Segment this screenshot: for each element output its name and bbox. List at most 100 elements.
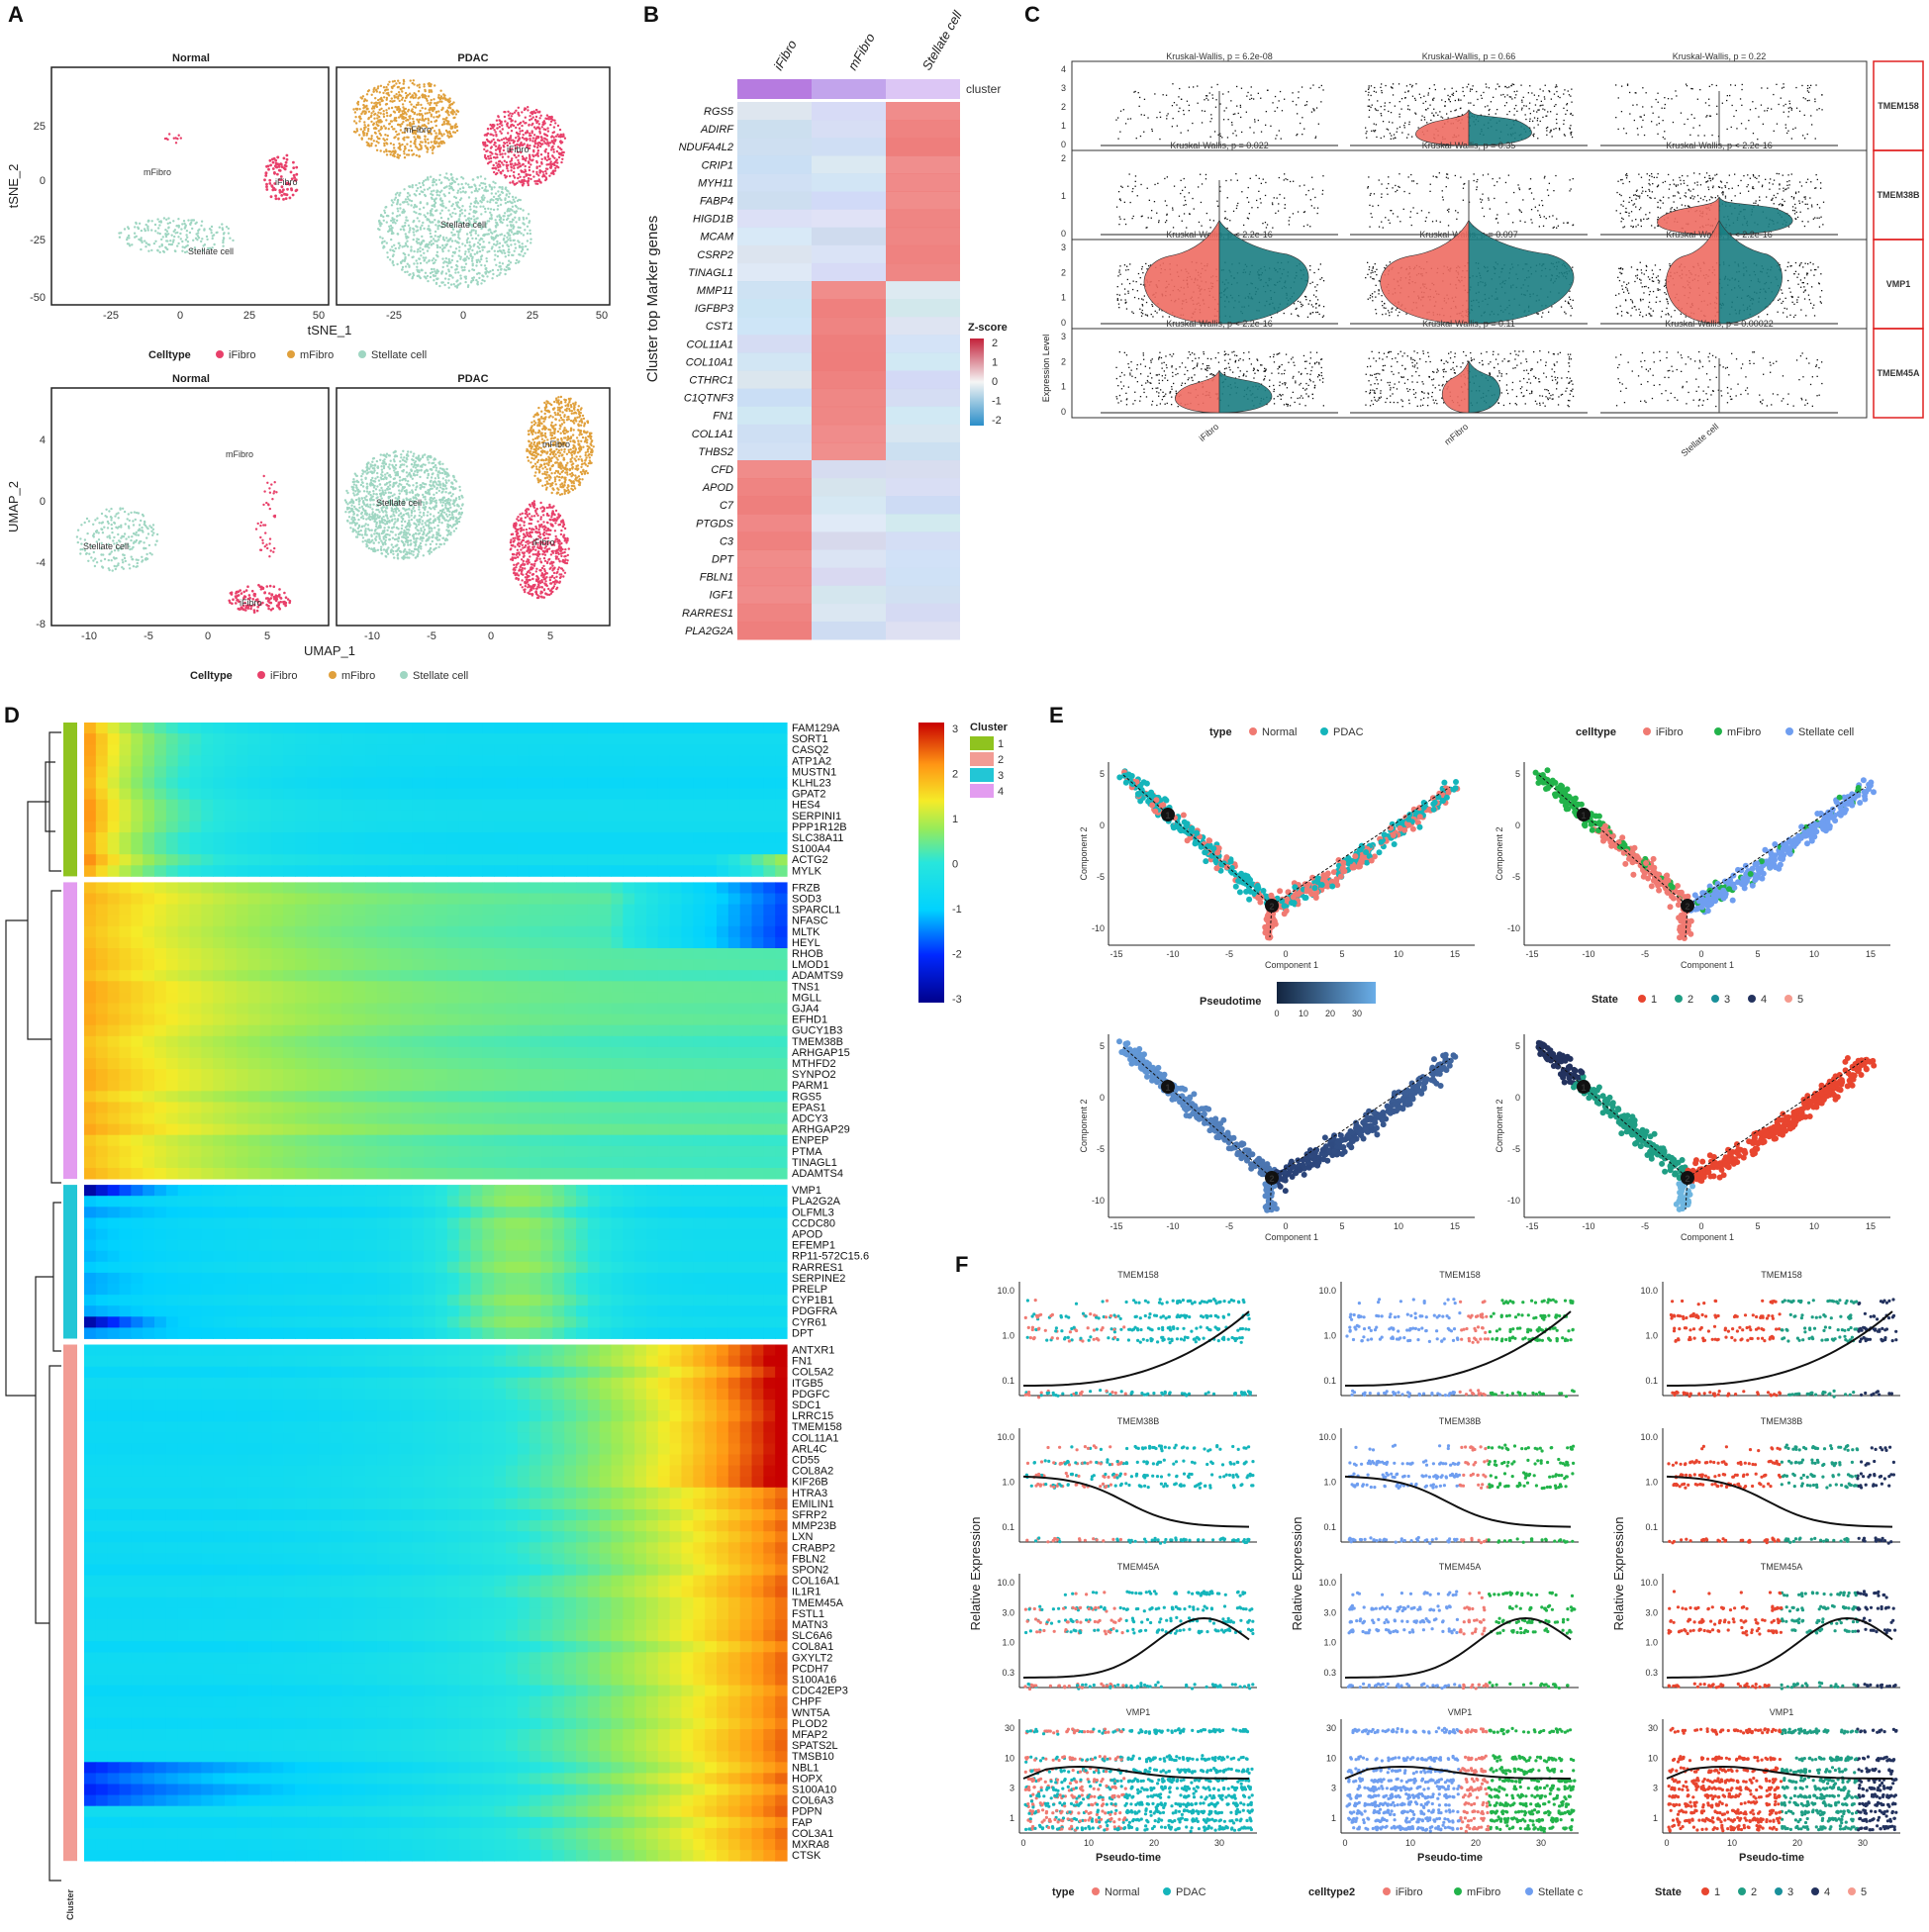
umap-n-point-ifibro xyxy=(255,528,257,530)
tsne-p-point-mfibro xyxy=(380,129,382,131)
umap-n-point-ifibro xyxy=(268,487,270,489)
tsne-p-point-mfibro xyxy=(373,123,375,125)
tsne-p-point-mfibro xyxy=(393,146,395,148)
tsne-p-point-stellate xyxy=(489,212,491,214)
tsne-p-point-ifibro xyxy=(507,111,509,113)
tsne-p-point-stellate xyxy=(498,246,500,248)
tsne-p-point-stellate xyxy=(481,187,483,189)
tsne-n-point-ifibro xyxy=(283,157,286,160)
tsne-p-point-ifibro xyxy=(498,169,500,171)
tsne-p-point-mfibro xyxy=(410,145,412,146)
umap-n-point-ifibro xyxy=(260,549,262,551)
tsne-p-point-ifibro xyxy=(518,154,520,156)
tsne-p-point-stellate xyxy=(453,283,455,285)
tsne-p-point-ifibro xyxy=(557,166,559,168)
tsne-p-point-stellate xyxy=(495,192,497,194)
umap-n-point-stellate xyxy=(86,552,88,554)
tsne-p-point-ifibro xyxy=(529,166,530,168)
tsne-p-point-stellate xyxy=(458,231,460,233)
tsne-p-point-mfibro xyxy=(364,112,366,114)
tsne-p-point-stellate xyxy=(392,255,394,257)
tsne-p-point-stellate xyxy=(392,249,394,251)
tsne-p-point-stellate xyxy=(485,257,487,259)
tsne-p-point-stellate xyxy=(511,202,513,204)
tsne-pdac-points xyxy=(352,79,566,289)
tsne-n-point-stellate xyxy=(228,233,230,235)
tsne-n-point-stellate xyxy=(165,240,167,242)
umap-n-point-stellate xyxy=(140,540,142,542)
tsne-n-point-ifibro xyxy=(268,182,271,185)
tsne-p-point-ifibro xyxy=(542,174,544,176)
tsne-n-point-stellate xyxy=(172,239,174,241)
tsne-p-point-stellate xyxy=(402,245,404,247)
tsne-p-point-ifibro xyxy=(542,124,544,126)
tsne-p-point-stellate xyxy=(461,269,463,271)
tsne-p-point-mfibro xyxy=(379,91,381,93)
umap-n-point-stellate xyxy=(145,536,147,538)
tsne-p-point-stellate xyxy=(463,257,465,259)
umap-n-point-stellate xyxy=(114,515,116,517)
tsne-p-point-stellate xyxy=(386,251,388,253)
tsne-n-point-ifibro xyxy=(168,133,170,135)
tsne-p-point-stellate xyxy=(416,226,418,228)
tsne-p-point-stellate xyxy=(491,277,493,279)
tsne-p-point-ifibro xyxy=(523,179,525,181)
tsne-n-point-stellate xyxy=(154,241,156,242)
tsne-p-point-mfibro xyxy=(354,116,356,118)
tsne-p-point-mfibro xyxy=(385,119,387,121)
tsne-p-point-stellate xyxy=(431,268,433,270)
tsne-p-point-ifibro xyxy=(550,136,552,138)
tsne-p-point-stellate xyxy=(499,272,501,274)
tsne-p-point-mfibro xyxy=(415,139,417,141)
tsne-p-point-ifibro xyxy=(531,140,533,142)
tsne-p-point-stellate xyxy=(413,231,415,233)
tsne-p-point-ifibro xyxy=(496,164,498,166)
tsne-p-point-mfibro xyxy=(370,139,372,141)
umap-n-point-stellate xyxy=(80,524,82,526)
tsne-n-label-stellate: Stellate cell xyxy=(188,246,234,256)
tsne-p-point-stellate xyxy=(379,236,381,238)
tsne-p-point-stellate xyxy=(514,217,516,219)
tsne-p-point-stellate xyxy=(488,220,490,222)
tsne-n-point-ifibro xyxy=(269,159,272,162)
tsne-p-point-stellate xyxy=(522,222,524,224)
tsne-p-point-mfibro xyxy=(384,128,386,130)
umap-n-point-stellate xyxy=(128,563,130,565)
tsne-n-point-stellate xyxy=(222,240,224,242)
tsne-p-point-mfibro xyxy=(415,94,417,96)
tsne-p-point-ifibro xyxy=(499,164,501,166)
tsne-n-point-stellate xyxy=(201,221,203,223)
tsne-p-point-mfibro xyxy=(380,108,382,110)
tsne-xtick: 0 xyxy=(460,310,466,322)
tsne-p-point-stellate xyxy=(464,209,466,211)
tsne-p-point-stellate xyxy=(496,241,498,242)
tsne-p-point-stellate xyxy=(413,239,415,241)
umap-n-point-stellate xyxy=(155,540,157,542)
tsne-n-point-ifibro xyxy=(276,173,279,176)
umap-n-point-stellate xyxy=(141,556,143,558)
tsne-p-point-stellate xyxy=(380,215,382,217)
a1-legend-dot xyxy=(287,350,295,358)
tsne-n-point-stellate xyxy=(140,239,142,241)
tsne-p-point-mfibro xyxy=(372,110,374,112)
tsne-p-point-stellate xyxy=(471,256,473,258)
tsne-p-point-mfibro xyxy=(377,125,379,127)
tsne-p-point-mfibro xyxy=(416,114,418,116)
tsne-p-point-stellate xyxy=(433,257,434,259)
tsne-p-point-stellate xyxy=(432,259,434,261)
tsne-p-point-ifibro xyxy=(522,155,524,157)
tsne-p-point-mfibro xyxy=(427,139,429,141)
tsne-p-point-ifibro xyxy=(531,154,533,156)
tsne-p-point-mfibro xyxy=(413,121,415,123)
tsne-p-point-stellate xyxy=(423,180,425,182)
umap-n-point-ifibro xyxy=(239,608,241,611)
tsne-p-point-mfibro xyxy=(393,155,395,157)
umap-n-point-stellate xyxy=(137,565,139,567)
tsne-p-point-stellate xyxy=(508,260,510,262)
tsne-p-point-stellate xyxy=(506,193,508,195)
tsne-p-point-stellate xyxy=(436,228,438,230)
tsne-p-point-mfibro xyxy=(434,121,435,123)
tsne-p-point-ifibro xyxy=(532,149,534,151)
tsne-p-point-stellate xyxy=(444,277,446,279)
tsne-p-point-ifibro xyxy=(547,145,549,146)
